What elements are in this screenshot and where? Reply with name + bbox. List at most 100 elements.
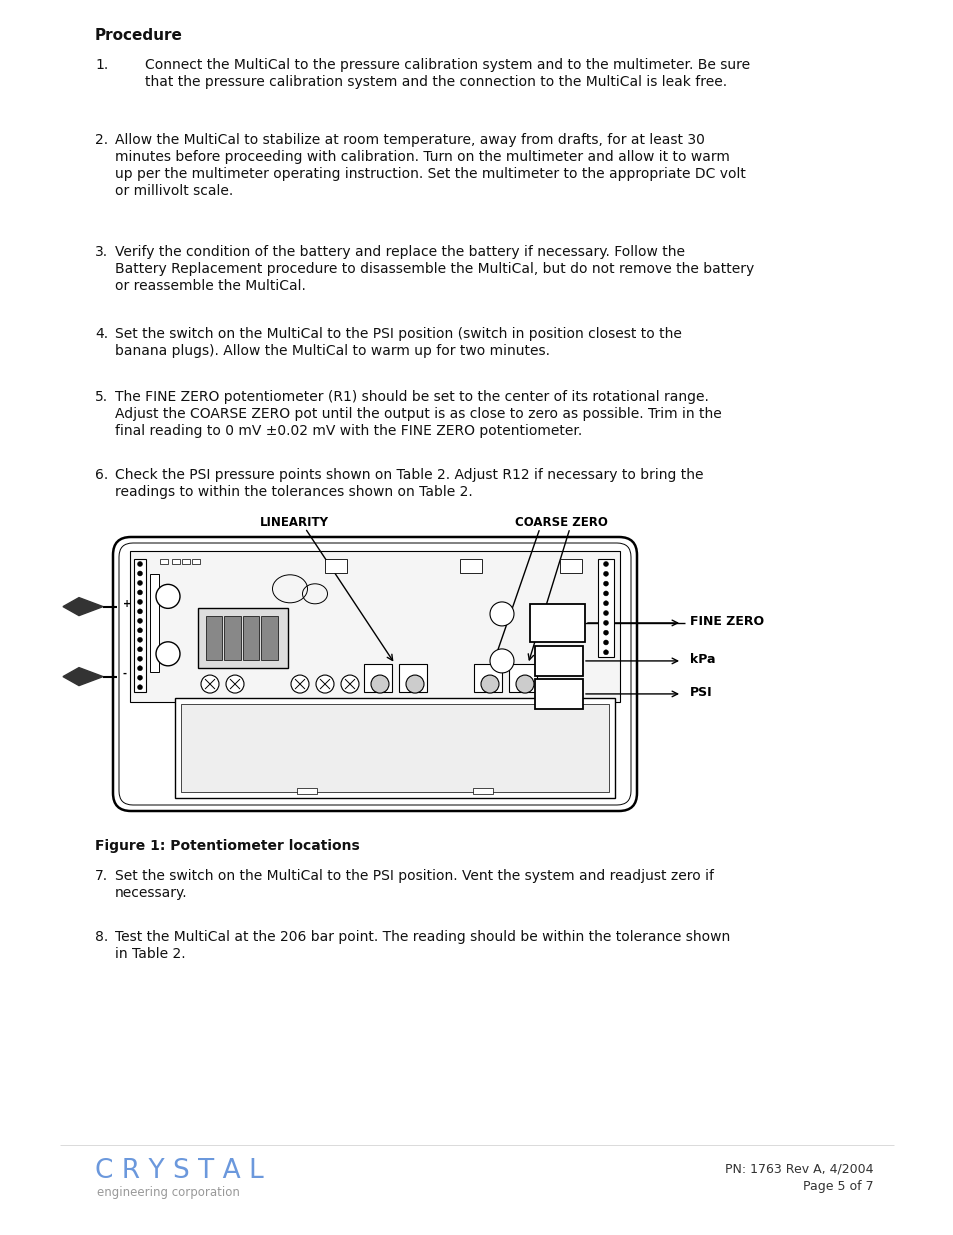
Text: -: -: [123, 668, 127, 678]
Text: necessary.: necessary.: [115, 885, 188, 900]
Bar: [261, 616, 277, 661]
Ellipse shape: [315, 676, 334, 693]
Ellipse shape: [480, 676, 498, 693]
Ellipse shape: [603, 610, 608, 615]
Bar: [181, 704, 608, 792]
FancyBboxPatch shape: [112, 537, 637, 811]
Text: 3.: 3.: [95, 245, 108, 259]
Ellipse shape: [226, 676, 244, 693]
Text: The FINE ZERO potentiometer (R1) should be set to the center of its rotational r: The FINE ZERO potentiometer (R1) should …: [115, 390, 708, 404]
Text: in Table 2.: in Table 2.: [115, 947, 186, 961]
Ellipse shape: [291, 676, 309, 693]
Bar: [398, 664, 427, 692]
Text: Figure 1: Potentiometer locations: Figure 1: Potentiometer locations: [95, 839, 359, 853]
Text: minutes before proceeding with calibration. Turn on the multimeter and allow it : minutes before proceeding with calibrati…: [115, 149, 729, 164]
Text: 8.: 8.: [95, 930, 108, 944]
Ellipse shape: [137, 627, 142, 632]
Ellipse shape: [603, 650, 608, 655]
Text: C R Y S T A L: C R Y S T A L: [95, 1158, 263, 1184]
Text: Procedure: Procedure: [95, 28, 183, 43]
Text: kPa: kPa: [689, 653, 715, 666]
Text: Test the MultiCal at the 206 bar point. The reading should be within the toleran: Test the MultiCal at the 206 bar point. …: [115, 930, 729, 944]
Text: that the pressure calibration system and the connection to the MultiCal is leak : that the pressure calibration system and…: [145, 75, 726, 89]
Ellipse shape: [603, 640, 608, 645]
Ellipse shape: [137, 619, 142, 624]
Ellipse shape: [490, 601, 514, 626]
Ellipse shape: [137, 609, 142, 614]
Ellipse shape: [137, 590, 142, 595]
Ellipse shape: [137, 562, 142, 567]
Bar: [160, 559, 168, 564]
Ellipse shape: [137, 571, 142, 576]
Bar: [172, 559, 180, 564]
Text: 6.: 6.: [95, 468, 108, 482]
Ellipse shape: [603, 582, 608, 587]
Ellipse shape: [137, 599, 142, 604]
Text: 1.: 1.: [95, 58, 108, 72]
Bar: [459, 559, 481, 573]
Ellipse shape: [603, 600, 608, 605]
Bar: [198, 609, 288, 668]
Text: 5.: 5.: [95, 390, 108, 404]
Polygon shape: [63, 598, 103, 615]
Text: Set the switch on the MultiCal to the PSI position. Vent the system and readjust: Set the switch on the MultiCal to the PS…: [115, 869, 713, 883]
Ellipse shape: [603, 590, 608, 597]
Ellipse shape: [603, 562, 608, 567]
Bar: [364, 664, 392, 692]
Ellipse shape: [137, 656, 142, 661]
Bar: [535, 679, 582, 709]
Ellipse shape: [371, 676, 389, 693]
Text: readings to within the tolerances shown on Table 2.: readings to within the tolerances shown …: [115, 485, 473, 499]
Ellipse shape: [340, 676, 358, 693]
Text: or millivolt scale.: or millivolt scale.: [115, 184, 233, 198]
Ellipse shape: [603, 572, 608, 577]
Text: +: +: [123, 599, 131, 609]
Text: R1: R1: [549, 615, 567, 627]
Text: R15: R15: [548, 687, 573, 697]
Bar: [473, 788, 493, 794]
Bar: [182, 559, 190, 564]
Text: engineering corporation: engineering corporation: [97, 1186, 239, 1199]
Text: FINE ZERO: FINE ZERO: [689, 615, 763, 627]
Bar: [296, 788, 316, 794]
Text: LINEARITY: LINEARITY: [260, 516, 329, 529]
Text: Battery Replacement procedure to disassemble the MultiCal, but do not remove the: Battery Replacement procedure to disasse…: [115, 262, 754, 275]
Bar: [598, 559, 614, 657]
Text: Set the switch on the MultiCal to the PSI position (switch in position closest t: Set the switch on the MultiCal to the PS…: [115, 327, 681, 341]
Ellipse shape: [137, 580, 142, 585]
Text: 7.: 7.: [95, 869, 108, 883]
Text: R12: R12: [548, 653, 573, 664]
Ellipse shape: [137, 666, 142, 671]
Polygon shape: [63, 668, 103, 685]
Bar: [530, 604, 584, 642]
Bar: [150, 574, 159, 672]
Text: PSI: PSI: [689, 685, 712, 699]
Bar: [559, 559, 581, 573]
Text: Page 5 of 7: Page 5 of 7: [802, 1179, 873, 1193]
Text: or reassemble the MultiCal.: or reassemble the MultiCal.: [115, 279, 306, 293]
Ellipse shape: [137, 637, 142, 642]
Text: final reading to 0 mV ±0.02 mV with the FINE ZERO potentiometer.: final reading to 0 mV ±0.02 mV with the …: [115, 424, 581, 438]
Bar: [206, 616, 222, 661]
Text: PN: 1763 Rev A, 4/2004: PN: 1763 Rev A, 4/2004: [724, 1162, 873, 1174]
Ellipse shape: [603, 630, 608, 635]
Ellipse shape: [603, 620, 608, 625]
Text: Verify the condition of the battery and replace the battery if necessary. Follow: Verify the condition of the battery and …: [115, 245, 684, 259]
Bar: [174, 698, 615, 798]
Ellipse shape: [406, 676, 423, 693]
Text: 2.: 2.: [95, 133, 108, 147]
Bar: [133, 559, 146, 692]
Ellipse shape: [137, 676, 142, 680]
Bar: [130, 551, 619, 703]
Text: up per the multimeter operating instruction. Set the multimeter to the appropria: up per the multimeter operating instruct…: [115, 167, 745, 182]
Ellipse shape: [156, 584, 180, 609]
Ellipse shape: [156, 642, 180, 666]
Ellipse shape: [490, 648, 514, 673]
Bar: [224, 616, 241, 661]
Bar: [535, 646, 582, 676]
Ellipse shape: [137, 647, 142, 652]
Text: Allow the MultiCal to stabilize at room temperature, away from drafts, for at le: Allow the MultiCal to stabilize at room …: [115, 133, 704, 147]
Bar: [325, 559, 347, 573]
Bar: [474, 664, 501, 692]
Ellipse shape: [516, 676, 534, 693]
